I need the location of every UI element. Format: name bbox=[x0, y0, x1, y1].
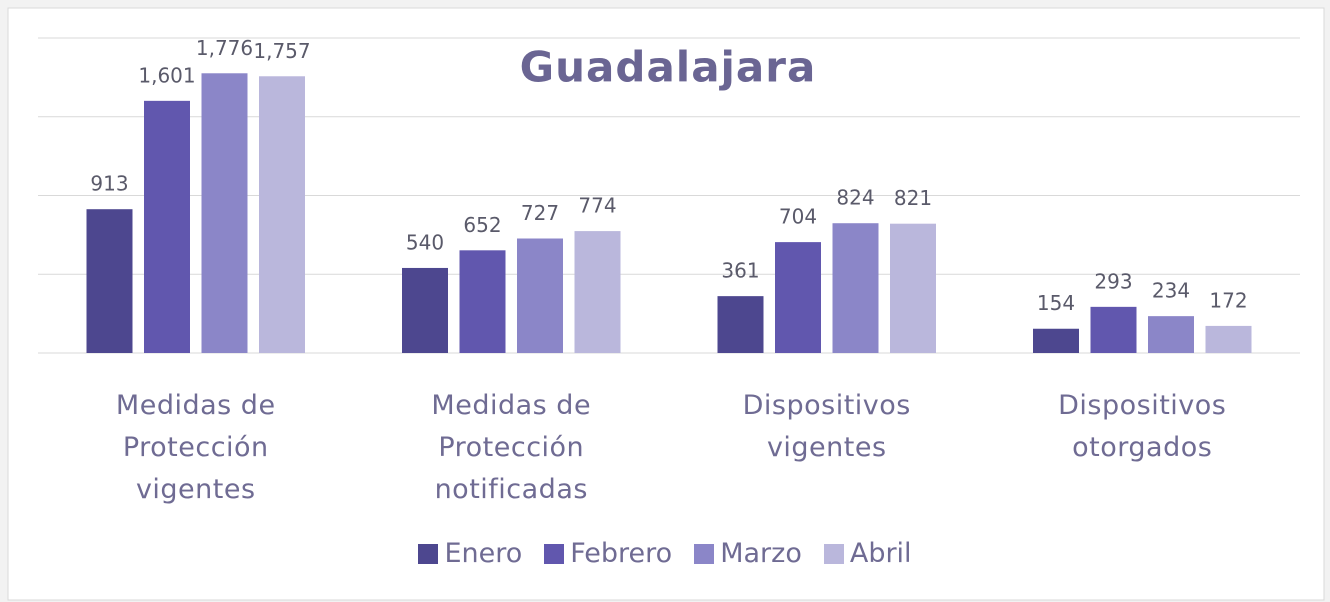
data-label: 234 bbox=[1152, 279, 1190, 303]
chart-title: Guadalajara bbox=[520, 43, 817, 92]
bar bbox=[201, 73, 248, 353]
legend-item: Enero bbox=[418, 538, 522, 569]
data-label: 361 bbox=[721, 259, 759, 283]
data-label: 652 bbox=[463, 213, 501, 237]
bar bbox=[517, 238, 563, 353]
data-label: 913 bbox=[90, 172, 128, 196]
data-label: 540 bbox=[406, 230, 444, 254]
bar bbox=[1148, 316, 1194, 353]
bar bbox=[86, 209, 133, 353]
data-label: 774 bbox=[578, 194, 616, 218]
legend-item: Febrero bbox=[544, 538, 672, 569]
bar bbox=[1033, 328, 1079, 353]
bar bbox=[717, 296, 764, 353]
data-label: 172 bbox=[1209, 288, 1247, 312]
x-tick-label: Medidas de Protección notificadas bbox=[431, 390, 592, 505]
data-label: 1,776 bbox=[196, 36, 253, 60]
x-tick-label: Dispositivos otorgados bbox=[1058, 390, 1227, 463]
bar bbox=[259, 76, 305, 354]
data-label: 824 bbox=[836, 186, 874, 210]
legend-swatch bbox=[418, 543, 439, 564]
x-tick-label: Medidas de Protección vigentes bbox=[115, 390, 276, 505]
x-tick-label: Dispositivos vigentes bbox=[742, 390, 911, 463]
bar bbox=[402, 267, 448, 353]
data-label: 1,601 bbox=[138, 63, 195, 87]
bar bbox=[1090, 306, 1137, 353]
legend-item: Marzo bbox=[694, 538, 802, 569]
data-label: 154 bbox=[1037, 291, 1075, 315]
legend: Enero Febrero Marzo Abril bbox=[0, 538, 1330, 569]
bar bbox=[890, 223, 936, 353]
legend-label: Enero bbox=[444, 538, 523, 569]
legend-swatch bbox=[694, 543, 715, 564]
legend-item: Abril bbox=[823, 538, 912, 569]
bar bbox=[574, 231, 621, 353]
data-label: 1,757 bbox=[253, 39, 310, 63]
legend-swatch bbox=[544, 543, 565, 564]
legend-label: Febrero bbox=[570, 538, 673, 569]
bar bbox=[144, 100, 190, 353]
legend-label: Marzo bbox=[720, 538, 802, 569]
data-label: 727 bbox=[521, 201, 559, 225]
bar bbox=[832, 223, 879, 353]
data-label: 821 bbox=[894, 186, 932, 210]
legend-label: Abril bbox=[849, 538, 912, 569]
bar bbox=[775, 242, 821, 353]
legend-swatch bbox=[823, 543, 844, 564]
bar bbox=[1205, 325, 1252, 353]
data-label: 704 bbox=[779, 205, 817, 229]
data-label: 293 bbox=[1094, 269, 1132, 293]
bar bbox=[459, 250, 506, 353]
